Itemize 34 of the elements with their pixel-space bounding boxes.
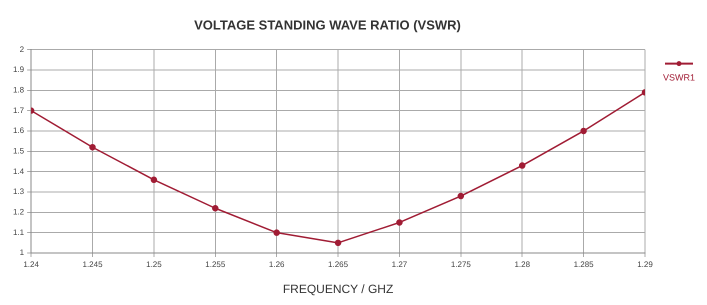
x-tick-label: 1.28 (514, 260, 531, 270)
point (273, 229, 280, 236)
y-tick-label: 2 (20, 44, 25, 54)
point (396, 219, 403, 226)
x-tick-label: 1.25 (146, 260, 162, 270)
x-axis-title: FREQUENCY / GHZ (282, 282, 394, 296)
point (212, 205, 219, 212)
y-tick-label: 1.1 (12, 228, 25, 237)
x-tick-label: 1.24 (23, 260, 40, 270)
y-tick-label: 1.2 (12, 208, 25, 217)
x-tick-label: 1.27 (392, 260, 408, 270)
x-tick-label: 1.265 (328, 260, 349, 270)
y-tick-label: 1.6 (12, 126, 25, 136)
y-tick-label: 1.9 (12, 65, 25, 74)
point (518, 162, 526, 169)
point (150, 176, 158, 184)
point (334, 240, 342, 246)
x-tick-label: 1.245 (82, 260, 104, 270)
x-tick-label: 1.275 (450, 260, 472, 270)
point (580, 128, 587, 134)
y-tick-label: 1.3 (12, 187, 25, 196)
y-tick-label: 1.4 (12, 166, 25, 176)
y-tick-label: 1.7 (12, 106, 25, 115)
y-tick-label: 1.8 (12, 85, 25, 94)
x-tick-label: 1.29 (637, 260, 654, 270)
chart-title: VOLTAGE STANDING WAVE RATIO (VSWR) (194, 17, 461, 32)
legend-label: VSWR1 (662, 72, 696, 83)
point (458, 192, 464, 200)
y-tick-label: 1.5 (12, 146, 25, 156)
x-tick-label: 1.285 (574, 260, 594, 270)
y-tick-label: 1 (20, 248, 25, 258)
x-tick-label: 1.26 (268, 260, 286, 270)
x-tick-label: 1.255 (205, 260, 226, 270)
point (89, 144, 96, 150)
